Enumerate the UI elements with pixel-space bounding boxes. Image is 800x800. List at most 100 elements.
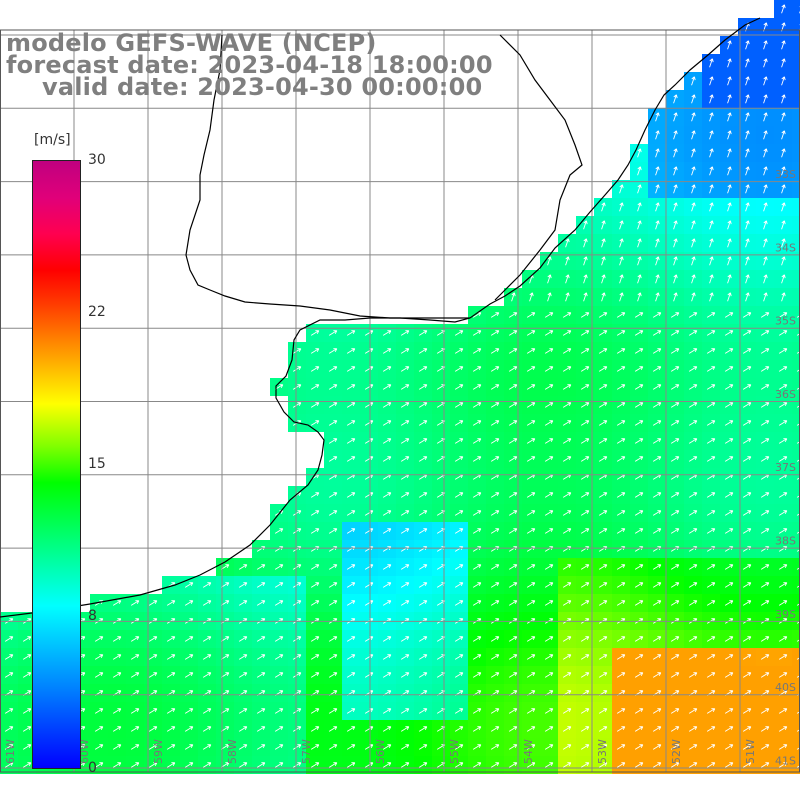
wind-arrow xyxy=(472,456,482,462)
wind-arrow xyxy=(292,582,302,588)
wind-arrow xyxy=(328,402,338,408)
wind-arrow xyxy=(742,438,752,444)
wind-arrow xyxy=(274,708,284,714)
wind-arrow xyxy=(382,330,392,336)
wind-arrow xyxy=(691,148,696,158)
wind-arrow xyxy=(706,330,716,336)
wind-arrow xyxy=(763,130,768,140)
wind-arrow xyxy=(400,708,410,714)
wind-arrow xyxy=(670,528,680,534)
wind-arrow xyxy=(601,220,606,230)
wind-cell xyxy=(792,720,800,738)
wind-arrow xyxy=(454,762,464,768)
wind-arrow xyxy=(238,672,248,678)
wind-arrow xyxy=(598,330,608,336)
wind-arrow xyxy=(565,292,570,302)
wind-arrow xyxy=(670,402,680,408)
wind-arrow xyxy=(526,762,536,768)
wind-arrow xyxy=(328,510,338,516)
wind-arrow xyxy=(562,456,572,462)
wind-arrow xyxy=(130,726,140,732)
wind-arrow xyxy=(745,166,750,176)
wind-arrow xyxy=(94,744,104,750)
colorbar-tick: 30 xyxy=(88,152,106,168)
wind-arrow xyxy=(688,384,698,390)
wind-arrow xyxy=(706,564,716,570)
wind-arrow xyxy=(400,420,410,426)
wind-arrow xyxy=(256,744,266,750)
wind-arrow xyxy=(673,274,678,284)
wind-arrow xyxy=(346,726,356,732)
wind-arrow xyxy=(562,330,572,336)
wind-arrow xyxy=(130,672,140,678)
wind-arrow xyxy=(382,384,392,390)
wind-arrow xyxy=(508,600,518,606)
wind-arrow xyxy=(709,202,714,212)
wind-arrow xyxy=(112,654,122,660)
wind-arrow xyxy=(292,528,302,534)
wind-arrow xyxy=(112,726,122,732)
wind-arrow xyxy=(418,582,428,588)
wind-arrow xyxy=(634,582,644,588)
wind-arrow xyxy=(760,330,770,336)
wind-arrow xyxy=(598,636,608,642)
wind-arrow xyxy=(184,708,194,714)
wind-arrow xyxy=(781,4,786,14)
wind-arrow xyxy=(709,76,714,86)
wind-cell xyxy=(792,630,800,648)
wind-cell xyxy=(792,540,800,558)
latitude-labels: 33S 34S 35S 36S 37S 38S 39S 40S 41S xyxy=(775,168,796,767)
wind-arrow xyxy=(292,366,302,372)
wind-arrow xyxy=(760,312,770,318)
wind-arrow xyxy=(346,528,356,534)
wind-arrow xyxy=(526,582,536,588)
wind-arrow xyxy=(778,420,788,426)
wind-arrow xyxy=(490,384,500,390)
wind-arrow xyxy=(580,348,590,354)
wind-cell xyxy=(792,702,800,720)
wind-arrow xyxy=(490,348,500,354)
wind-arrow xyxy=(724,672,734,678)
wind-arrow xyxy=(454,582,464,588)
wind-arrow xyxy=(328,456,338,462)
wind-arrow xyxy=(760,456,770,462)
wind-arrow xyxy=(781,58,786,68)
wind-arrow xyxy=(382,654,392,660)
wind-arrow xyxy=(778,510,788,516)
wind-arrow xyxy=(310,528,320,534)
wind-arrow xyxy=(544,528,554,534)
wind-arrow xyxy=(310,582,320,588)
wind-arrow xyxy=(670,600,680,606)
wind-arrow xyxy=(688,582,698,588)
wind-arrow xyxy=(616,420,626,426)
wind-arrow xyxy=(634,600,644,606)
wind-arrow xyxy=(634,510,644,516)
wind-arrow xyxy=(760,600,770,606)
wind-arrow xyxy=(673,166,678,176)
wind-arrow xyxy=(796,675,800,678)
wind-arrow xyxy=(634,654,644,660)
wind-arrow xyxy=(727,76,732,86)
wind-arrow xyxy=(619,274,624,284)
wind-arrow xyxy=(598,726,608,732)
wind-arrow xyxy=(688,510,698,516)
wind-arrow xyxy=(670,726,680,732)
wind-arrow xyxy=(400,636,410,642)
wind-arrow xyxy=(655,112,660,122)
wind-arrow xyxy=(565,274,570,284)
wind-arrow xyxy=(742,402,752,408)
wind-arrow xyxy=(634,456,644,462)
wind-arrow xyxy=(274,582,284,588)
wind-arrow xyxy=(778,366,788,372)
wind-arrow xyxy=(688,438,698,444)
wind-arrow xyxy=(760,492,770,498)
wind-arrow xyxy=(256,636,266,642)
wind-arrow xyxy=(778,438,788,444)
wind-arrow xyxy=(454,708,464,714)
wind-cell xyxy=(792,180,800,198)
wind-arrow xyxy=(616,510,626,516)
wind-arrow xyxy=(508,330,518,336)
longitude-label: 51W xyxy=(744,739,757,764)
wind-arrow xyxy=(724,582,734,588)
